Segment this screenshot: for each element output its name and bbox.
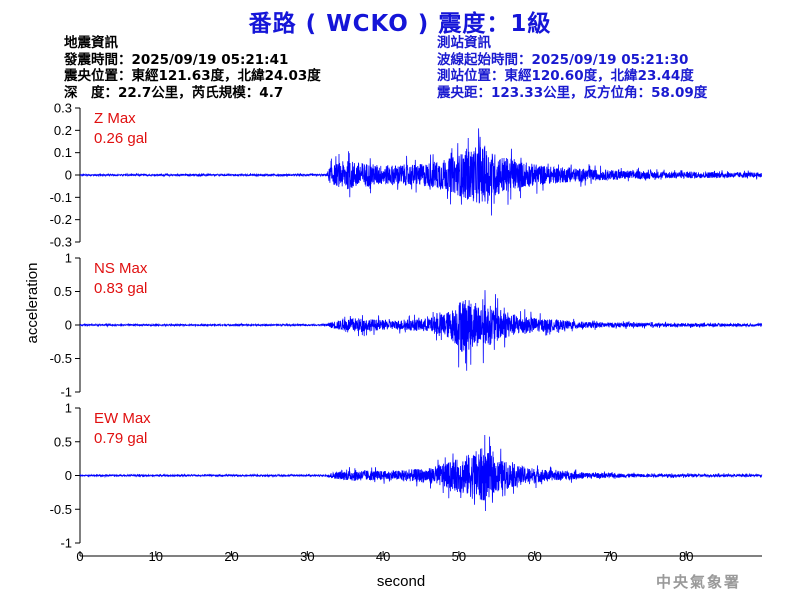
trace-ew — [79, 434, 763, 512]
y-tick-label: 0 — [65, 318, 72, 333]
panels: 0.3 0.2 0.1 0 -0.1 -0.2 -0.3 Z Max 0.26 gal 1 0.5 0… — [50, 101, 763, 551]
y-tick-label: -1 — [60, 536, 72, 551]
max-value: 0.83 gal — [94, 280, 147, 297]
x-axis-label: second — [377, 573, 425, 590]
event-info: 地震資訊 發震時間：2025/09/19 05:21:41 震央位置：東經121… — [64, 35, 321, 101]
y-tick-label: 0.1 — [54, 145, 72, 160]
panel-z: 0.3 0.2 0.1 0 -0.1 -0.2 -0.3 Z Max 0.26 gal — [50, 101, 762, 250]
y-tick-label: 0.5 — [54, 284, 72, 299]
y-tick-label: 1 — [65, 401, 72, 416]
y-tick-label: 0.2 — [54, 123, 72, 138]
chart-title: 番路 ( WCKO ) 震度：1級 — [248, 11, 552, 37]
distance-azimuth: 震央距：123.33公里，反方位角：58.09度 — [437, 84, 708, 101]
y-tick-label: 0.5 — [54, 434, 72, 449]
max-label: NS Max — [94, 260, 148, 277]
panel-ew: 1 0.5 0 -0.5 -1 EW Max 0.79 gal — [50, 401, 763, 551]
x-tick-label: 70 — [603, 549, 617, 564]
y-tick-label: -0.5 — [50, 351, 72, 366]
credit-watermark: 中央氣象署 — [656, 573, 742, 591]
epicenter: 震央位置：東經121.63度，北緯24.03度 — [64, 68, 321, 84]
origin-time: 發震時間：2025/09/19 05:21:41 — [64, 51, 289, 68]
y-tick-label: -0.2 — [50, 212, 72, 227]
panel-ns: 1 0.5 0 -0.5 -1 NS Max 0.83 gal — [50, 251, 763, 400]
x-tick-label: 20 — [224, 549, 238, 564]
y-axis-label: acceleration — [24, 263, 41, 344]
max-label: EW Max — [94, 410, 151, 427]
y-tick-label: 0 — [65, 168, 72, 183]
station-info-heading: 測站資訊 — [437, 35, 491, 51]
max-label: Z Max — [94, 110, 136, 127]
trace-z — [80, 128, 762, 216]
x-tick-label: 50 — [452, 549, 466, 564]
y-tick-label: -0.5 — [50, 502, 72, 517]
x-tick-label: 60 — [527, 549, 541, 564]
station-info: 測站資訊 波線起始時間：2025/09/19 05:21:30 測站位置：東經1… — [437, 35, 707, 101]
y-tick-label: -0.1 — [50, 190, 72, 205]
depth-magnitude: 深 度：22.7公里，芮氏規模：4.7 — [64, 84, 284, 101]
y-tick-label: 0 — [65, 468, 72, 483]
trace-ns — [79, 290, 763, 371]
wave-start-time: 波線起始時間：2025/09/19 05:21:30 — [437, 51, 689, 68]
x-tick-label: 40 — [376, 549, 390, 564]
x-tick-label: 10 — [149, 549, 163, 564]
x-tick-label: 80 — [679, 549, 693, 564]
x-tick-label: 0 — [76, 549, 83, 564]
y-tick-label: 1 — [65, 251, 72, 266]
station-location: 測站位置：東經120.60度，北緯23.44度 — [437, 68, 694, 84]
y-tick-label: -1 — [60, 385, 72, 400]
y-tick-label: 0.3 — [54, 101, 72, 116]
x-axis: 0 10 20 30 40 50 60 70 80 — [76, 549, 762, 564]
max-value: 0.79 gal — [94, 430, 147, 447]
y-tick-label: -0.3 — [50, 235, 72, 250]
event-info-heading: 地震資訊 — [64, 35, 118, 51]
x-tick-label: 30 — [300, 549, 314, 564]
max-value: 0.26 gal — [94, 130, 147, 147]
